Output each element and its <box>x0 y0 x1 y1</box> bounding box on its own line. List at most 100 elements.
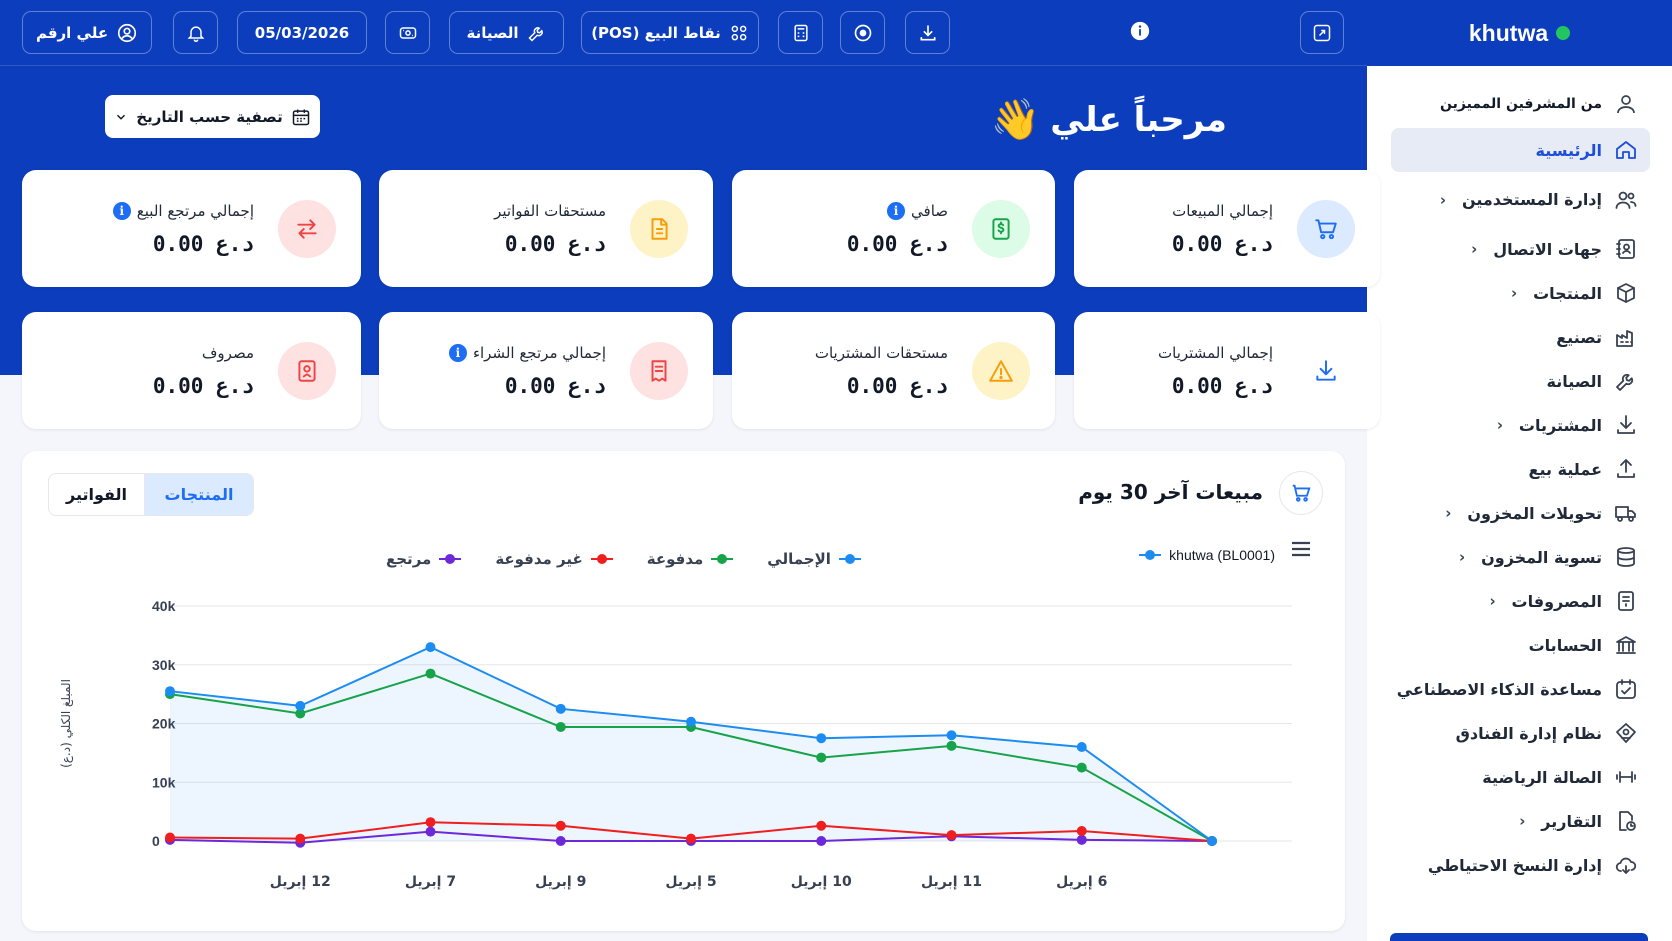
user-icon <box>1617 95 1635 114</box>
sidebar-item[interactable]: تصنيع <box>1367 315 1672 359</box>
ai-calendar-icon <box>1616 679 1636 699</box>
sidebar: khutwa من المشرفين المميزين الرئيسية إدار… <box>1367 0 1672 941</box>
sidebar-item[interactable]: تحويلات المخزون ‹ <box>1367 491 1672 535</box>
sidebar-item[interactable]: عملية بيع <box>1367 447 1672 491</box>
sidebar-item-label: المنتجات <box>1533 283 1602 303</box>
stat-icon-wrap <box>972 342 1030 400</box>
bank-icon <box>1616 636 1636 654</box>
stat-card[interactable]: صافي i د.ع 0.00 <box>732 170 1055 287</box>
sidebar-item-icon <box>1614 853 1638 877</box>
stat-currency: د.ع <box>1235 374 1273 398</box>
x-tick-label: 6 إبريل <box>1056 874 1107 890</box>
sidebar-item[interactable]: مساعدة الذكاء الاصطناعي <box>1367 667 1672 711</box>
tab-products[interactable]: المنتجات <box>145 474 253 515</box>
invoice-icon <box>651 218 668 240</box>
y-tick-label: 40k <box>152 598 176 614</box>
x-tick-label: 11 إبريل <box>921 874 982 890</box>
sidebar-item[interactable]: المصروفات ‹ <box>1367 579 1672 623</box>
sidebar-item-icon <box>1614 369 1638 393</box>
y-tick-label: 30k <box>152 657 176 673</box>
brand-header[interactable]: khutwa <box>1367 0 1672 66</box>
data-point <box>295 708 306 719</box>
legend-label: مدفوعة <box>646 550 704 568</box>
calendar-icon <box>292 109 309 125</box>
home-icon <box>1616 141 1636 159</box>
stat-card[interactable]: إجمالي المشتريات د.ع 0.00 <box>1074 312 1380 429</box>
calculator-button[interactable] <box>778 11 823 54</box>
chevron-left-icon: ‹ <box>1471 240 1478 258</box>
stat-icon-wrap <box>630 200 688 258</box>
panel-cart-icon <box>1279 471 1323 515</box>
stat-title-text: مستحقات الفواتير <box>494 202 606 220</box>
sidebar-item-label: إدارة المستخدمين <box>1461 190 1602 209</box>
chart-menu-button[interactable] <box>1291 540 1311 558</box>
store-legend[interactable]: khutwa (BL0001) <box>1139 547 1275 563</box>
info-icon[interactable]: i <box>112 202 131 220</box>
stat-card[interactable]: إجمالي مرتجع الشراء i د.ع 0.00 <box>379 312 713 429</box>
stat-card[interactable]: إجمالي مرتجع البيع i د.ع 0.00 <box>22 170 361 287</box>
cart-icon <box>1315 219 1337 240</box>
sidebar-item-label: المشتريات <box>1518 415 1602 435</box>
sidebar-item[interactable]: الرئيسية <box>1391 128 1650 172</box>
info-button[interactable] <box>1129 20 1151 42</box>
stat-card[interactable]: إجمالي المبيعات د.ع 0.00 <box>1074 170 1380 287</box>
maintenance-button[interactable]: الصيانة <box>449 11 564 54</box>
sidebar-item[interactable]: المشتريات ‹ <box>1367 403 1672 447</box>
legend-item[interactable]: مرتجع <box>386 550 462 568</box>
data-point <box>946 830 957 841</box>
stat-title: مستحقات المشتريات <box>815 344 948 362</box>
date-display[interactable]: 05/03/2026 <box>237 11 367 54</box>
download-icon <box>1316 360 1336 381</box>
date-filter-button[interactable]: تصفية حسب التاريخ <box>105 95 320 138</box>
tab-invoices[interactable]: الفواتير <box>49 474 145 515</box>
data-point <box>165 832 175 843</box>
x-tick-label: 9 إبريل <box>535 874 586 890</box>
stat-card[interactable]: مستحقات الفواتير د.ع 0.00 <box>379 170 713 287</box>
users-icon <box>1615 191 1637 209</box>
record-button[interactable] <box>840 11 885 54</box>
user-circle-icon <box>118 23 137 42</box>
y-tick-label: 0 <box>152 833 160 849</box>
store-legend-label: khutwa (BL0001) <box>1169 547 1275 563</box>
user-menu-button[interactable]: علي ارقم <box>22 11 152 54</box>
box-icon <box>1617 283 1635 303</box>
pos-button[interactable]: نقاط البيع (POS) <box>581 11 759 54</box>
sidebar-user[interactable]: من المشرفين المميزين <box>1367 84 1672 124</box>
stat-card[interactable]: مستحقات المشتريات د.ع 0.00 <box>732 312 1055 429</box>
sidebar-item[interactable]: نظام إدارة الفنادق <box>1367 711 1672 755</box>
sidebar-item[interactable]: التقارير ‹ <box>1367 799 1672 843</box>
stat-value: د.ع 0.00 <box>847 374 948 398</box>
sidebar-item[interactable]: إدارة النسخ الاحتياطي <box>1367 843 1672 887</box>
x-tick-label: 10 إبريل <box>791 874 852 890</box>
sidebar-item[interactable]: جهات الاتصال ‹ <box>1367 227 1672 271</box>
info-icon[interactable]: i <box>448 344 467 362</box>
chevron-left-icon: ‹ <box>1445 504 1452 522</box>
sidebar-item[interactable]: تسوية المخزون ‹ <box>1367 535 1672 579</box>
sidebar-item-label: الصالة الرياضية <box>1482 767 1602 787</box>
welcome-heading: مرحباً علي 👋 <box>990 96 1227 143</box>
sidebar-item-icon <box>1614 281 1638 305</box>
sidebar-item[interactable]: الحسابات <box>1367 623 1672 667</box>
pos-label: نقاط البيع (POS) <box>591 23 721 42</box>
legend-item[interactable]: مدفوعة <box>647 550 734 568</box>
x-tick-label: 7 إبريل <box>405 874 456 890</box>
y-tick-label: 20k <box>152 716 176 732</box>
sidebar-item[interactable]: الصيانة <box>1367 359 1672 403</box>
info-icon[interactable]: i <box>887 202 906 220</box>
report-icon <box>1619 811 1636 831</box>
sidebar-item[interactable]: المنتجات ‹ <box>1367 271 1672 315</box>
notifications-button[interactable] <box>173 11 218 54</box>
legend-item[interactable]: غير مدفوعة <box>495 550 613 568</box>
stat-amount: 0.00 <box>504 232 556 256</box>
stat-value: د.ع 0.00 <box>505 232 606 256</box>
sidebar-item[interactable]: إدارة المستخدمين ‹ <box>1367 172 1672 227</box>
sidebar-item[interactable]: الصالة الرياضية <box>1367 755 1672 799</box>
sidebar-toggle-button[interactable] <box>1300 11 1344 54</box>
download-button[interactable] <box>905 11 950 54</box>
stat-card[interactable]: مصروف د.ع 0.00 <box>22 312 361 429</box>
chevron-left-icon: ‹ <box>1459 548 1466 566</box>
cash-button[interactable] <box>385 11 430 54</box>
legend-item[interactable]: الإجمالي <box>767 550 861 568</box>
sidebar-user-label: من المشرفين المميزين <box>1440 96 1602 112</box>
date-filter-label: تصفية حسب التاريخ <box>136 107 283 126</box>
